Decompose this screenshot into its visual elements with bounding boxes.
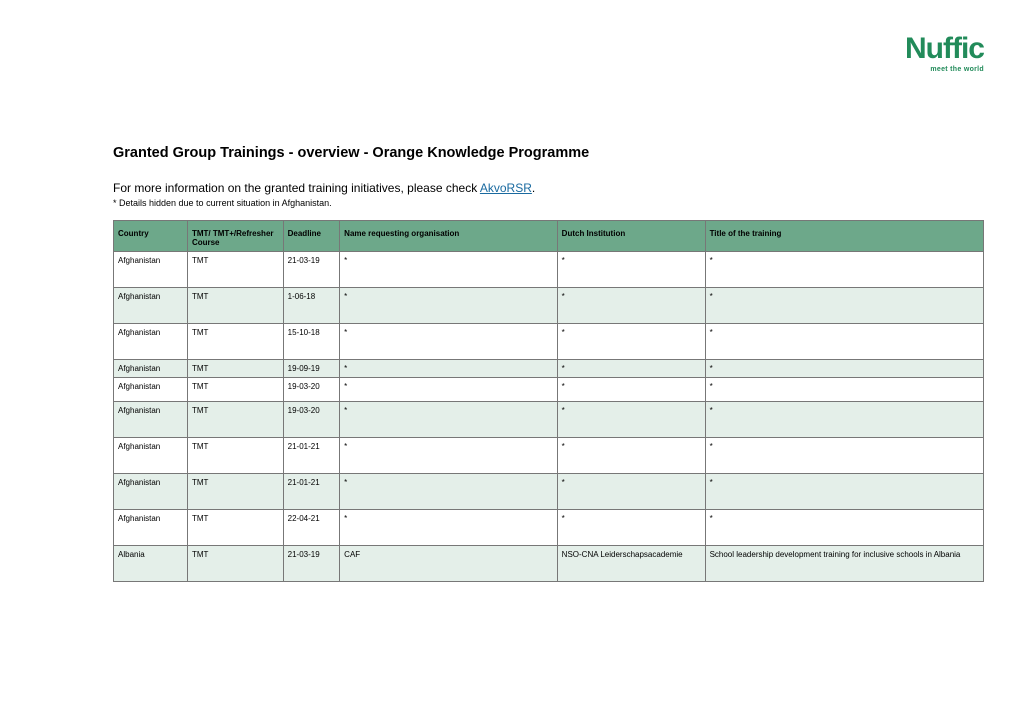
- table-cell: *: [705, 474, 983, 510]
- table-cell: 21-03-19: [283, 252, 340, 288]
- table-row: AfghanistanTMT21-03-19***: [114, 252, 984, 288]
- table-cell: School leadership development training f…: [705, 546, 983, 582]
- table-cell: *: [705, 324, 983, 360]
- table-cell: *: [705, 378, 983, 402]
- table-cell: TMT: [187, 378, 283, 402]
- table-cell: Afghanistan: [114, 360, 188, 378]
- table-cell: *: [557, 474, 705, 510]
- table-cell: *: [705, 252, 983, 288]
- table-cell: 19-09-19: [283, 360, 340, 378]
- table-cell: 15-10-18: [283, 324, 340, 360]
- table-cell: *: [557, 288, 705, 324]
- table-header-row: Country TMT/ TMT+/Refresher Course Deadl…: [114, 221, 984, 252]
- table-cell: 22-04-21: [283, 510, 340, 546]
- footnote-text: * Details hidden due to current situatio…: [113, 198, 984, 208]
- intro-paragraph: For more information on the granted trai…: [113, 181, 984, 195]
- brand-logo: Nuffic meet the world: [905, 34, 984, 73]
- table-cell: *: [557, 402, 705, 438]
- table-cell: *: [340, 324, 558, 360]
- table-cell: Afghanistan: [114, 252, 188, 288]
- col-course: TMT/ TMT+/Refresher Course: [187, 221, 283, 252]
- table-cell: *: [340, 252, 558, 288]
- table-row: AfghanistanTMT19-03-20***: [114, 378, 984, 402]
- table-cell: Afghanistan: [114, 402, 188, 438]
- table-cell: TMT: [187, 324, 283, 360]
- intro-prefix: For more information on the granted trai…: [113, 181, 480, 195]
- table-cell: CAF: [340, 546, 558, 582]
- logo-tagline: meet the world: [905, 66, 984, 73]
- col-title: Title of the training: [705, 221, 983, 252]
- table-cell: TMT: [187, 402, 283, 438]
- page-title: Granted Group Trainings - overview - Ora…: [113, 145, 984, 161]
- table-cell: *: [705, 360, 983, 378]
- table-cell: 21-01-21: [283, 474, 340, 510]
- table-cell: *: [340, 474, 558, 510]
- table-cell: 1-06-18: [283, 288, 340, 324]
- col-country: Country: [114, 221, 188, 252]
- table-cell: *: [340, 288, 558, 324]
- table-cell: TMT: [187, 360, 283, 378]
- table-row: AfghanistanTMT21-01-21***: [114, 474, 984, 510]
- table-cell: *: [557, 378, 705, 402]
- table-cell: *: [340, 378, 558, 402]
- table-cell: Afghanistan: [114, 474, 188, 510]
- table-cell: Afghanistan: [114, 324, 188, 360]
- table-cell: *: [340, 438, 558, 474]
- table-cell: TMT: [187, 438, 283, 474]
- table-cell: Afghanistan: [114, 288, 188, 324]
- table-cell: 19-03-20: [283, 402, 340, 438]
- table-cell: *: [705, 510, 983, 546]
- table-cell: TMT: [187, 474, 283, 510]
- table-cell: NSO-CNA Leiderschapsacademie: [557, 546, 705, 582]
- table-row: AfghanistanTMT19-09-19***: [114, 360, 984, 378]
- table-cell: *: [340, 402, 558, 438]
- table-cell: *: [557, 438, 705, 474]
- table-row: AfghanistanTMT22-04-21***: [114, 510, 984, 546]
- table-cell: *: [705, 288, 983, 324]
- table-cell: 21-01-21: [283, 438, 340, 474]
- table-row: AlbaniaTMT21-03-19CAFNSO-CNA Leiderschap…: [114, 546, 984, 582]
- table-cell: TMT: [187, 288, 283, 324]
- col-deadline: Deadline: [283, 221, 340, 252]
- table-cell: Afghanistan: [114, 378, 188, 402]
- document-content: Granted Group Trainings - overview - Ora…: [113, 145, 984, 582]
- table-row: AfghanistanTMT1-06-18***: [114, 288, 984, 324]
- table-cell: *: [340, 510, 558, 546]
- intro-suffix: .: [532, 181, 535, 195]
- table-cell: Afghanistan: [114, 438, 188, 474]
- table-cell: *: [705, 402, 983, 438]
- table-cell: TMT: [187, 546, 283, 582]
- col-inst: Dutch Institution: [557, 221, 705, 252]
- table-cell: *: [340, 360, 558, 378]
- akvorsr-link[interactable]: AkvoRSR: [480, 181, 532, 195]
- table-cell: *: [557, 324, 705, 360]
- table-cell: TMT: [187, 510, 283, 546]
- logo-wordmark: Nuffic: [905, 34, 984, 64]
- table-row: AfghanistanTMT15-10-18***: [114, 324, 984, 360]
- table-cell: Albania: [114, 546, 188, 582]
- table-cell: Afghanistan: [114, 510, 188, 546]
- table-row: AfghanistanTMT19-03-20***: [114, 402, 984, 438]
- trainings-table: Country TMT/ TMT+/Refresher Course Deadl…: [113, 220, 984, 582]
- table-cell: *: [557, 360, 705, 378]
- table-row: AfghanistanTMT21-01-21***: [114, 438, 984, 474]
- table-cell: TMT: [187, 252, 283, 288]
- table-cell: 19-03-20: [283, 378, 340, 402]
- table-cell: *: [557, 252, 705, 288]
- col-org: Name requesting organisation: [340, 221, 558, 252]
- table-cell: *: [557, 510, 705, 546]
- table-cell: 21-03-19: [283, 546, 340, 582]
- table-cell: *: [705, 438, 983, 474]
